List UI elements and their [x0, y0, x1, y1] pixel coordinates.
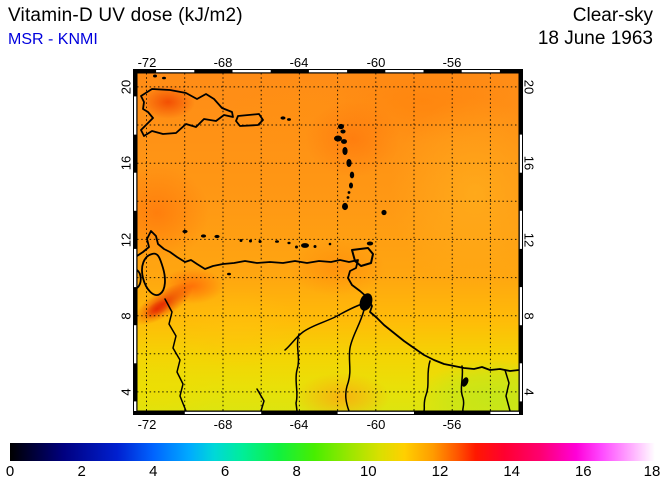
grid-lines	[137, 73, 519, 411]
map-canvas	[133, 69, 523, 415]
lon-tick-top-0: -72	[137, 55, 157, 70]
lat-tick-left-4: 4	[118, 388, 134, 396]
map-border	[133, 69, 523, 415]
border-colombia-venezuela	[164, 298, 187, 411]
lat-tick-left-0: 20	[118, 79, 134, 95]
lat-tick-left-1: 16	[118, 155, 134, 171]
lon-tick-top-3: -60	[366, 55, 386, 70]
border-venezuela-guyana	[345, 309, 365, 411]
lat-tick-right-3: 8	[521, 312, 537, 320]
river-branch-a	[295, 333, 300, 411]
colorbar-tick-9: 18	[643, 463, 661, 480]
orinoco-delta	[359, 293, 373, 311]
lon-tick-top-2: -64	[289, 55, 309, 70]
coast-south-america	[137, 230, 519, 372]
lon-tick-top-4: -56	[442, 55, 462, 70]
small-islands	[153, 74, 469, 387]
lon-tick-bottom-3: -60	[366, 417, 386, 432]
colorbar-tick-3: 6	[220, 463, 230, 480]
island-hispaniola	[140, 88, 234, 137]
colorbar-tick-6: 12	[431, 463, 449, 480]
colorbar-tick-4: 8	[292, 463, 301, 480]
colorbar-tick-1: 2	[77, 463, 86, 480]
lake-maracaibo	[141, 252, 166, 296]
island-trinidad	[351, 247, 374, 267]
colorbar-gradient	[10, 443, 655, 461]
map-panel	[133, 69, 523, 415]
lat-tick-right-1: 16	[521, 155, 537, 171]
island-puerto-rico	[235, 113, 264, 127]
colorbar-tick-2: 4	[149, 463, 158, 480]
condition-label: Clear-sky	[572, 5, 653, 26]
colorbar-tick-8: 16	[574, 463, 592, 480]
river-orinoco	[284, 301, 369, 351]
lat-tick-right-0: 20	[521, 79, 537, 95]
lat-tick-left-3: 8	[118, 312, 134, 320]
colorbar-tick-7: 14	[503, 463, 521, 480]
gulf-west-lobe	[137, 269, 142, 289]
lat-tick-left-2: 12	[118, 232, 134, 248]
lat-tick-right-4: 4	[521, 388, 537, 396]
page-title: Vitamin-D UV dose (kJ/m2)	[8, 5, 243, 26]
border-far-right	[504, 369, 511, 411]
border-suriname-frguiana	[460, 365, 465, 411]
lat-tick-right-2: 12	[521, 232, 537, 248]
uv-dose-field	[137, 73, 519, 411]
colorbar-tick-5: 10	[359, 463, 377, 480]
lon-tick-bottom-4: -56	[442, 417, 462, 432]
reservoir	[461, 377, 469, 387]
border-guyana-suriname	[423, 360, 431, 411]
colorbar-tick-0: 0	[5, 463, 15, 480]
lon-tick-bottom-0: -72	[137, 417, 157, 432]
lon-tick-bottom-1: -68	[213, 417, 233, 432]
date-label: 18 June 1963	[537, 28, 653, 49]
river-stub	[256, 388, 265, 411]
map-subtitle: MSR - KNMI	[8, 31, 98, 48]
lon-tick-top-1: -68	[213, 55, 233, 70]
lon-tick-bottom-2: -64	[289, 417, 309, 432]
coastlines	[137, 88, 519, 411]
